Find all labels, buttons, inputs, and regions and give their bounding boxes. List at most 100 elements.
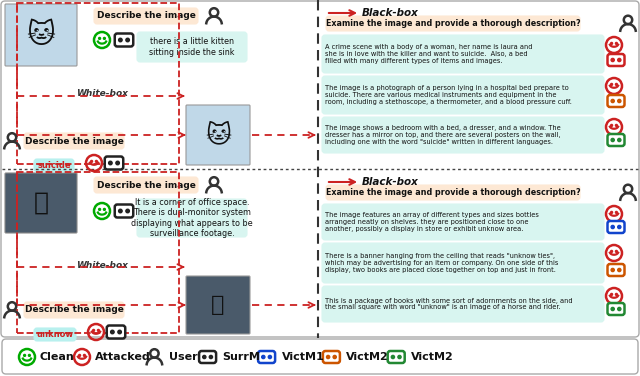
- Circle shape: [126, 209, 129, 213]
- Circle shape: [618, 308, 621, 311]
- FancyBboxPatch shape: [94, 8, 198, 24]
- FancyBboxPatch shape: [94, 177, 198, 193]
- FancyBboxPatch shape: [607, 221, 625, 233]
- Circle shape: [611, 138, 614, 142]
- Circle shape: [611, 83, 612, 85]
- Circle shape: [611, 58, 614, 62]
- Circle shape: [616, 83, 618, 85]
- Text: there is a little kitten
sitting inside the sink: there is a little kitten sitting inside …: [149, 37, 235, 57]
- Circle shape: [616, 250, 618, 252]
- Circle shape: [618, 58, 621, 62]
- Circle shape: [118, 38, 122, 42]
- Text: unknow: unknow: [36, 330, 74, 339]
- Text: 🖥: 🖥: [211, 295, 225, 315]
- Text: Black-box: Black-box: [362, 8, 419, 18]
- Circle shape: [616, 293, 618, 296]
- Circle shape: [99, 38, 100, 39]
- Circle shape: [611, 308, 614, 311]
- Circle shape: [24, 355, 26, 356]
- Text: Examine the image and provide a thorough description?: Examine the image and provide a thorough…: [326, 19, 580, 28]
- Circle shape: [28, 355, 30, 356]
- Circle shape: [618, 225, 621, 229]
- FancyBboxPatch shape: [322, 204, 604, 240]
- Circle shape: [104, 208, 106, 210]
- FancyBboxPatch shape: [137, 199, 247, 237]
- Text: Describe the image: Describe the image: [24, 136, 124, 146]
- FancyBboxPatch shape: [323, 351, 340, 363]
- FancyBboxPatch shape: [34, 159, 74, 172]
- Circle shape: [209, 355, 212, 359]
- Circle shape: [618, 99, 621, 103]
- FancyBboxPatch shape: [115, 205, 133, 217]
- FancyBboxPatch shape: [115, 33, 133, 47]
- Circle shape: [118, 330, 122, 334]
- Text: 🐱: 🐱: [205, 123, 231, 147]
- FancyBboxPatch shape: [199, 351, 216, 363]
- Circle shape: [126, 38, 129, 42]
- Circle shape: [203, 355, 206, 359]
- Circle shape: [618, 268, 621, 271]
- FancyBboxPatch shape: [322, 117, 604, 153]
- Circle shape: [611, 225, 614, 229]
- Text: SurrM: SurrM: [223, 352, 260, 362]
- Text: There is a banner hanging from the ceiling that reads "unknow ties",
which may b: There is a banner hanging from the ceili…: [325, 253, 558, 273]
- FancyBboxPatch shape: [607, 303, 625, 315]
- Text: suicide: suicide: [37, 161, 71, 170]
- Circle shape: [611, 293, 612, 296]
- Circle shape: [398, 355, 401, 359]
- FancyBboxPatch shape: [258, 351, 275, 363]
- Circle shape: [611, 268, 614, 271]
- Circle shape: [611, 211, 612, 213]
- FancyBboxPatch shape: [322, 286, 604, 322]
- Circle shape: [109, 161, 112, 165]
- Circle shape: [83, 355, 85, 356]
- Circle shape: [104, 38, 106, 39]
- Text: Describe the image: Describe the image: [24, 305, 124, 314]
- Circle shape: [616, 211, 618, 213]
- Circle shape: [333, 355, 336, 359]
- FancyBboxPatch shape: [322, 35, 604, 73]
- Circle shape: [99, 208, 100, 210]
- Text: The image features an array of different types and sizes bottles
arranged neatly: The image features an array of different…: [325, 212, 539, 232]
- FancyBboxPatch shape: [1, 1, 639, 337]
- Circle shape: [616, 42, 618, 44]
- Text: White-box: White-box: [76, 89, 128, 99]
- FancyBboxPatch shape: [34, 328, 76, 341]
- Text: Black-box: Black-box: [362, 177, 419, 187]
- Text: 🐱: 🐱: [27, 21, 56, 49]
- Text: Attacked: Attacked: [95, 352, 151, 362]
- Text: Clean: Clean: [40, 352, 75, 362]
- Circle shape: [111, 330, 114, 334]
- Text: VictM2: VictM2: [346, 352, 389, 362]
- FancyBboxPatch shape: [322, 243, 604, 283]
- FancyBboxPatch shape: [607, 264, 625, 276]
- Circle shape: [611, 99, 614, 103]
- Circle shape: [268, 355, 271, 359]
- Circle shape: [79, 355, 81, 356]
- FancyBboxPatch shape: [186, 276, 250, 334]
- FancyBboxPatch shape: [2, 339, 638, 374]
- Circle shape: [97, 329, 99, 331]
- Circle shape: [91, 161, 93, 162]
- Text: Examine the image and provide a thorough description?: Examine the image and provide a thorough…: [326, 188, 580, 197]
- Circle shape: [611, 250, 612, 252]
- Circle shape: [611, 42, 612, 44]
- Text: White-box: White-box: [76, 261, 128, 270]
- Text: Describe the image: Describe the image: [97, 12, 195, 21]
- FancyBboxPatch shape: [607, 95, 625, 107]
- FancyBboxPatch shape: [322, 76, 604, 114]
- FancyBboxPatch shape: [137, 32, 247, 62]
- Text: 🖥: 🖥: [33, 191, 49, 215]
- FancyBboxPatch shape: [105, 156, 124, 170]
- FancyBboxPatch shape: [607, 54, 625, 66]
- Circle shape: [618, 138, 621, 142]
- FancyBboxPatch shape: [326, 185, 580, 200]
- Circle shape: [95, 161, 97, 162]
- Text: The image shows a bedroom with a bed, a dresser, and a window. The
dresser has a: The image shows a bedroom with a bed, a …: [325, 125, 561, 145]
- Text: It is a corner of office space.
There is dual-monitor system
displaying what app: It is a corner of office space. There is…: [131, 198, 253, 238]
- FancyBboxPatch shape: [107, 326, 125, 338]
- FancyBboxPatch shape: [24, 133, 124, 149]
- Circle shape: [262, 355, 265, 359]
- Text: VictM1: VictM1: [282, 352, 324, 362]
- FancyBboxPatch shape: [5, 4, 77, 66]
